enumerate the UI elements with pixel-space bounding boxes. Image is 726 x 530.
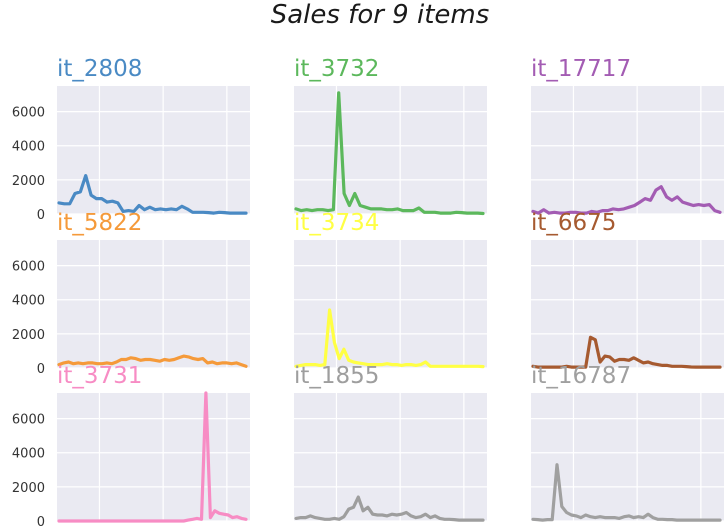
subplot-it_1855 [294,393,487,522]
subplot-it_3734 [294,240,487,369]
y-tick-label: 2000 [12,481,45,496]
subplot-it_2808: 0 2000 4000 6000 [12,86,250,223]
y-tick-label: 2000 [12,328,45,343]
series-line-it_3732 [294,91,485,216]
plot-area [531,240,724,368]
series-line-it_3734 [294,308,485,369]
subplot-title: it_16787 [531,363,631,389]
subplot-it_6675 [531,240,724,369]
plot-area [294,393,487,521]
plot-area [531,393,724,521]
subplot-title: it_3731 [57,363,142,389]
subplot-title: it_3732 [294,56,379,82]
series-line-it_5822 [57,354,248,368]
y-tick-label: 6000 [12,260,45,275]
subplot-it_5822: 0 2000 4000 6000 [12,240,250,377]
y-tick-label: 4000 [12,140,45,155]
subplot-it_16787 [531,393,724,522]
subplot-it_3731: 0 2000 4000 6000 [12,391,250,530]
subplot-title: it_6675 [531,210,616,236]
subplot-title: it_2808 [57,56,142,82]
plot-area [57,86,250,214]
series-line-it_6675 [531,335,722,369]
plot-area [294,86,487,214]
y-tick-label: 6000 [12,413,45,428]
series-line-it_17717 [531,185,722,215]
subplot-title: it_17717 [531,56,631,82]
series-line-it_2808 [57,174,248,215]
subplot-title: it_1855 [294,363,379,389]
y-tick-label: 0 [37,362,45,377]
series-line-it_3731 [57,391,248,523]
y-tick-label: 0 [37,208,45,223]
plot-area [57,240,250,368]
subplot-title: it_5822 [57,210,142,236]
subplot-title: it_3734 [294,210,379,236]
plot-area [531,86,724,214]
y-tick-label: 0 [37,515,45,530]
figure-title: Sales for 9 items [270,0,490,30]
y-tick-label: 4000 [12,294,45,309]
plot-area [294,240,487,368]
series-line-it_1855 [294,495,485,522]
y-tick-label: 6000 [12,106,45,121]
subplot-it_3732 [294,86,487,216]
series-line-it_16787 [531,463,722,522]
subplot-it_17717 [531,86,724,215]
plot-area [57,393,250,521]
y-tick-label: 4000 [12,447,45,462]
y-tick-label: 2000 [12,174,45,189]
